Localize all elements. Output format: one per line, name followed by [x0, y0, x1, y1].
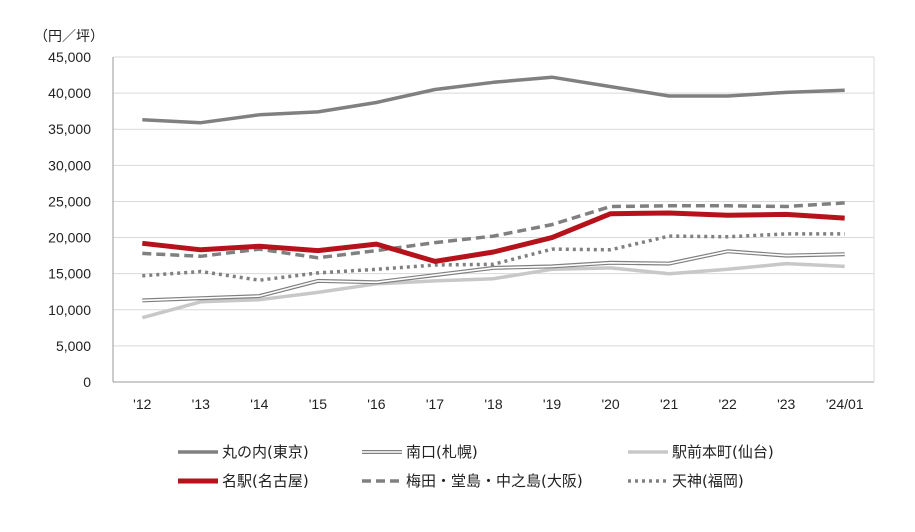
x-tick-label: '24/01 — [826, 396, 864, 412]
y-tick-label: 30,000 — [48, 157, 91, 173]
series-path — [142, 249, 845, 303]
x-tick-label: '13 — [192, 396, 210, 412]
legend-item: 名駅(名古屋) — [178, 472, 309, 490]
legend-label: 梅田・堂島・中之島(大阪) — [406, 472, 583, 490]
legend-label: 名駅(名古屋) — [222, 472, 309, 490]
x-tick-label: '22 — [719, 396, 737, 412]
y-tick-label: 10,000 — [48, 302, 91, 318]
y-axis-unit-label: （円／坪） — [34, 29, 104, 45]
series-line — [142, 249, 845, 303]
x-tick-label: '14 — [250, 396, 268, 412]
x-tick-label: '18 — [484, 396, 502, 412]
y-tick-label: 20,000 — [48, 230, 91, 246]
series-path — [142, 210, 845, 264]
series-line — [141, 261, 845, 320]
series-line — [142, 75, 845, 125]
x-axis-ticks: '12 '13 '14 '15 '16 '17 '18 '19 '20 '21 '22 '23 '24/… — [133, 396, 864, 412]
series-line — [142, 232, 845, 282]
series-line — [142, 210, 845, 264]
legend-label: 南口(札幌) — [406, 443, 478, 461]
legend: 丸の内(東京) 南口(札幌) 駅前本町(仙台) 名駅(名古屋) 梅田・堂島・中之島(大阪… — [178, 443, 774, 490]
legend-label: 丸の内(東京) — [222, 443, 309, 461]
series-path — [142, 250, 845, 302]
y-tick-label: 25,000 — [48, 193, 91, 209]
legend-item: 駅前本町(仙台) — [628, 443, 774, 461]
x-tick-label: '19 — [543, 396, 561, 412]
series-path — [141, 261, 845, 320]
x-tick-label: '12 — [133, 396, 151, 412]
legend-item: 南口(札幌) — [362, 443, 478, 461]
y-tick-label: 5,000 — [56, 338, 91, 354]
y-tick-label: 40,000 — [48, 85, 91, 101]
series-path — [142, 232, 845, 282]
x-tick-label: '21 — [660, 396, 678, 412]
x-tick-label: '20 — [601, 396, 619, 412]
gridlines — [112, 56, 875, 383]
y-tick-label: 15,000 — [48, 266, 91, 282]
x-tick-label: '23 — [777, 396, 795, 412]
series-path — [142, 201, 845, 260]
legend-label: 天神(福岡) — [672, 472, 744, 490]
series-path — [142, 75, 845, 125]
legend-label: 駅前本町(仙台) — [672, 443, 774, 461]
y-tick-label: 45,000 — [48, 49, 91, 65]
legend-item: 丸の内(東京) — [178, 443, 309, 461]
x-tick-label: '16 — [367, 396, 385, 412]
y-axis-ticks: 0 5,000 10,000 15,000 20,000 25,000 30,000 35,0… — [48, 49, 91, 390]
x-tick-label: '17 — [426, 396, 444, 412]
y-tick-label: 35,000 — [48, 121, 91, 137]
y-tick-label: 0 — [83, 374, 91, 390]
x-tick-label: '15 — [309, 396, 327, 412]
legend-item: 天神(福岡) — [628, 472, 744, 490]
series-lines — [141, 75, 845, 320]
series-line — [142, 201, 845, 260]
legend-item: 梅田・堂島・中之島(大阪) — [362, 472, 583, 490]
